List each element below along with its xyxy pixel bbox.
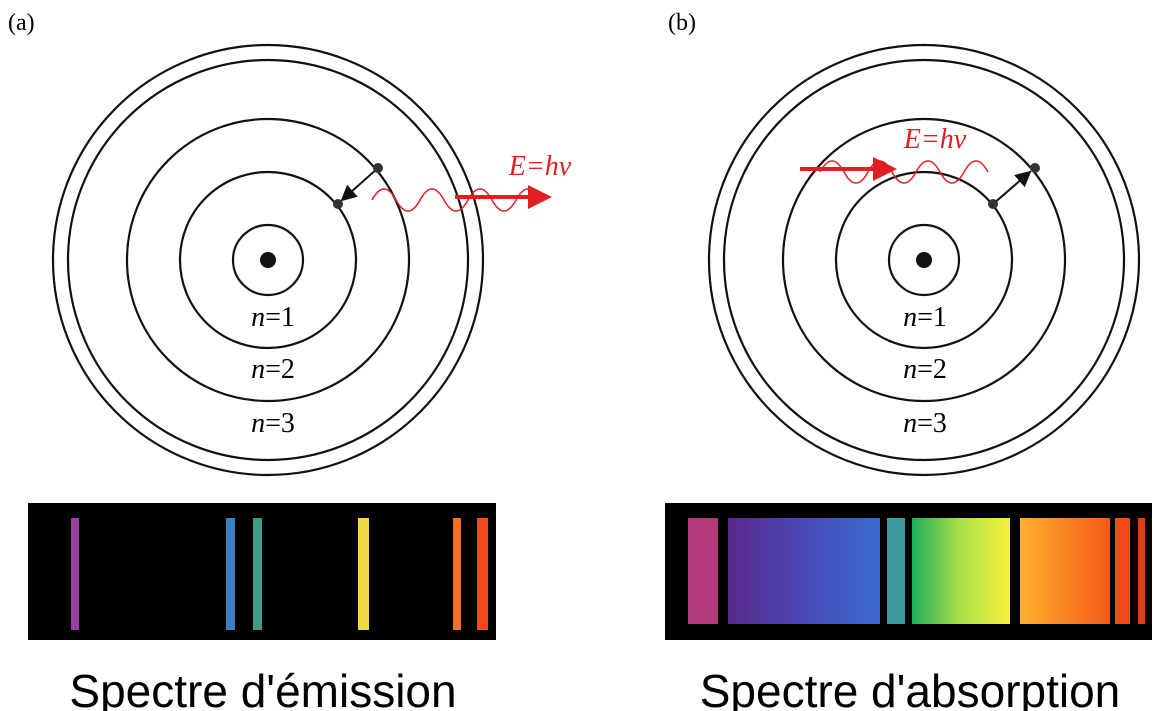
level-label: n=2: [903, 354, 947, 385]
caption: Spectre d'émission: [69, 665, 456, 711]
level-label: n=1: [903, 302, 947, 333]
level-label: n=2: [251, 354, 295, 385]
panel-label: (b): [668, 10, 696, 36]
level-label: n=3: [251, 408, 295, 439]
caption: Spectre d'absorption: [700, 665, 1121, 711]
atom: [51, 43, 552, 477]
level-label: n=1: [251, 302, 295, 333]
level-label: n=3: [903, 408, 947, 439]
emission-spectrum: [28, 503, 496, 640]
atom: [707, 43, 1141, 477]
panel-label: (a): [8, 10, 35, 36]
absorption-spectrum: [665, 503, 1152, 640]
photon-energy: E=hν: [508, 151, 572, 182]
photon-energy: E=hν: [903, 124, 967, 155]
